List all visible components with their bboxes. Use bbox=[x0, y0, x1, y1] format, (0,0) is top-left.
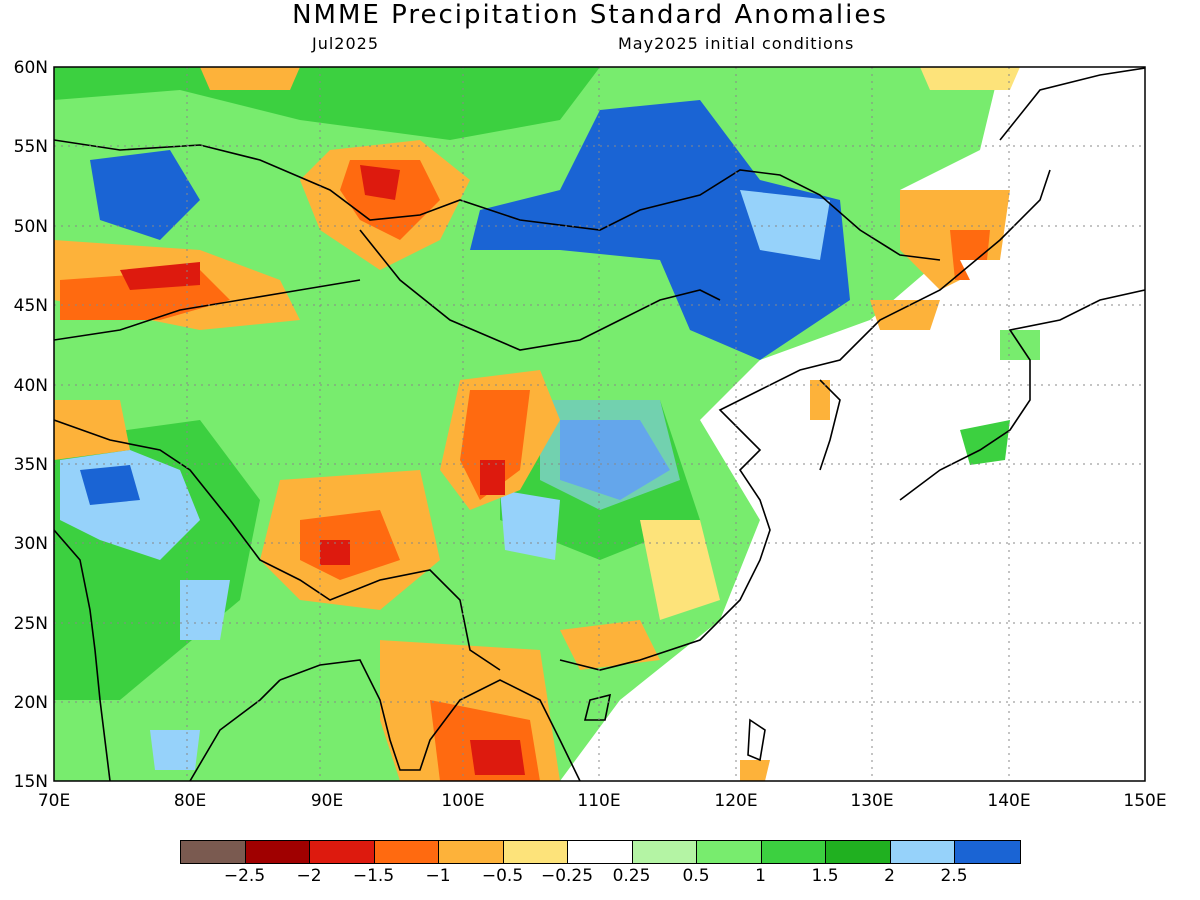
colorbar-label: 2 bbox=[884, 866, 895, 886]
colorbar-swatch bbox=[697, 841, 762, 863]
lon-label: 140E bbox=[987, 791, 1030, 811]
lat-label: 20N bbox=[14, 693, 48, 713]
colorbar-swatch bbox=[568, 841, 633, 863]
lat-label: 55N bbox=[14, 137, 48, 157]
colorbar-swatch bbox=[181, 841, 246, 863]
anomaly-map: 60N 55N 50N 45N 40N 35N 30N 25N 20N 15N … bbox=[14, 58, 1167, 811]
lat-label: 35N bbox=[14, 455, 48, 475]
colorbar-swatch bbox=[503, 841, 568, 863]
colorbar-swatch bbox=[761, 841, 826, 863]
colorbar-label: −2.5 bbox=[223, 866, 266, 886]
lon-label: 80E bbox=[174, 791, 206, 811]
colorbar-label: −2 bbox=[296, 866, 322, 886]
colorbar-swatch bbox=[890, 841, 955, 863]
lat-label: 30N bbox=[14, 534, 48, 554]
target-month: Jul2025 bbox=[312, 34, 380, 53]
map-frame bbox=[53, 66, 1146, 782]
colorbar-label: −1 bbox=[425, 866, 451, 886]
colorbar-swatch bbox=[245, 841, 310, 863]
colorbar-label: 0.25 bbox=[612, 866, 651, 886]
lat-label: 50N bbox=[14, 217, 48, 237]
colorbar-swatch bbox=[826, 841, 891, 863]
lat-label: 15N bbox=[14, 772, 48, 792]
lon-label: 70E bbox=[38, 791, 70, 811]
lat-label: 60N bbox=[14, 58, 48, 78]
lon-label: 150E bbox=[1123, 791, 1166, 811]
colorbar bbox=[180, 840, 1021, 864]
colorbar-label: −0.5 bbox=[481, 866, 524, 886]
lon-label: 130E bbox=[850, 791, 893, 811]
colorbar-swatch bbox=[374, 841, 439, 863]
lat-label: 45N bbox=[14, 296, 48, 316]
colorbar-swatch bbox=[310, 841, 375, 863]
colorbar-label: −0.25 bbox=[540, 866, 594, 886]
lon-label: 120E bbox=[714, 791, 757, 811]
grid-lines bbox=[54, 67, 1145, 781]
colorbar-swatch bbox=[439, 841, 504, 863]
lon-label: 90E bbox=[311, 791, 343, 811]
colorbar-swatch bbox=[632, 841, 697, 863]
map-title: NMME Precipitation Standard Anomalies bbox=[292, 0, 888, 30]
colorbar-swatch bbox=[955, 841, 1020, 863]
colorbar-label: 1 bbox=[755, 866, 766, 886]
colorbar-label: 1.5 bbox=[811, 866, 839, 886]
lon-label: 100E bbox=[441, 791, 484, 811]
lat-label: 40N bbox=[14, 376, 48, 396]
lon-label: 110E bbox=[577, 791, 620, 811]
initial-conditions: May2025 initial conditions bbox=[618, 34, 855, 53]
colorbar-label: 0.5 bbox=[682, 866, 710, 886]
colorbar-label: −1.5 bbox=[352, 866, 395, 886]
colorbar-label: 2.5 bbox=[940, 866, 968, 886]
coastlines bbox=[54, 67, 1145, 781]
anomaly-field bbox=[54, 67, 1145, 781]
lat-label: 25N bbox=[14, 614, 48, 634]
